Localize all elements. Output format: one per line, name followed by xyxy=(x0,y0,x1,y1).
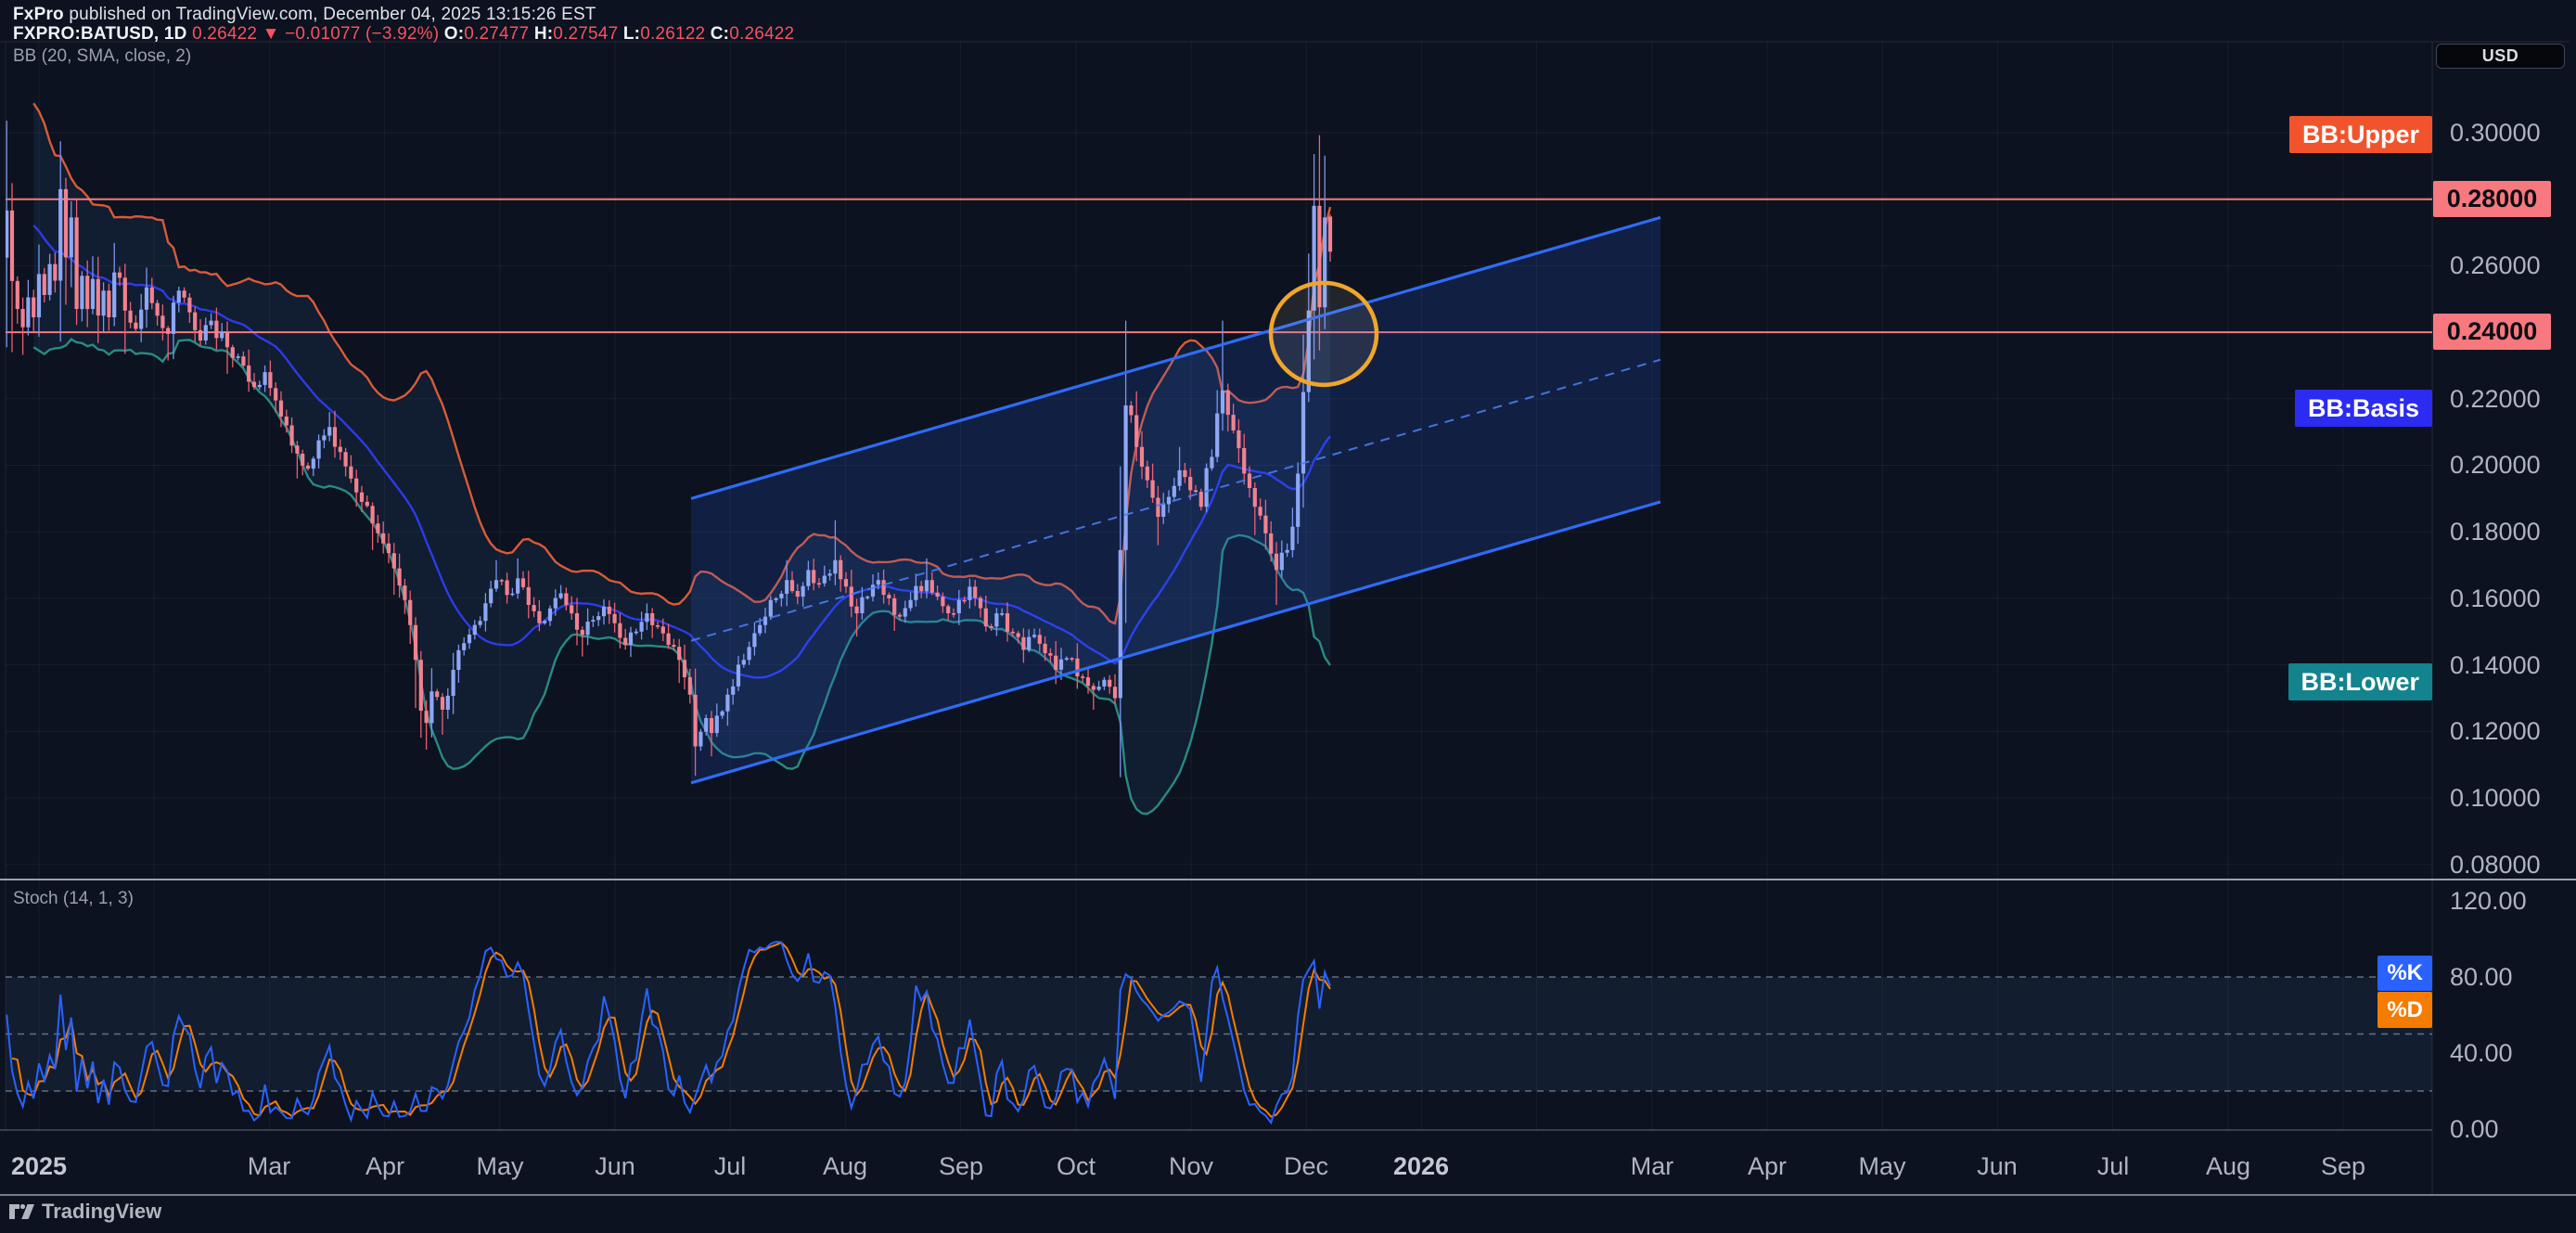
down-arrow-icon: ▼ xyxy=(262,24,280,44)
time-axis-label: May xyxy=(1858,1152,1906,1180)
price-tick-label: 0.26000 xyxy=(2450,251,2541,279)
price-tick-label: 0.30000 xyxy=(2450,119,2541,147)
price-tick-label: 0.16000 xyxy=(2450,584,2541,612)
stoch-tick-label: 0.00 xyxy=(2450,1115,2499,1143)
tradingview-logo-icon xyxy=(9,1203,34,1219)
publish-info-line: FxPro published on TradingView.com, Dece… xyxy=(13,5,596,24)
open-label: O: xyxy=(443,24,465,44)
price-tick-label: 0.14000 xyxy=(2450,651,2541,679)
stoch-indicator-label[interactable]: Stoch (14, 1, 3) xyxy=(13,889,134,908)
price-pane[interactable] xyxy=(5,102,2432,816)
time-axis-label: Jun xyxy=(595,1152,635,1180)
time-axis-label: Mar xyxy=(1630,1152,1674,1180)
grid-layer xyxy=(6,42,2432,1130)
time-axis-label: Dec xyxy=(1283,1152,1329,1180)
stoch-d-badge: %D xyxy=(2377,992,2432,1028)
low-label: L: xyxy=(622,24,641,44)
open-value: 0.27477 xyxy=(464,24,530,44)
stoch-tick-label: 120.00 xyxy=(2450,887,2527,915)
stoch-k-badge: %K xyxy=(2377,956,2432,991)
stoch-k-line xyxy=(6,941,1331,1125)
price-tick-label: 0.08000 xyxy=(2450,851,2541,879)
time-axis-label: Sep xyxy=(2320,1152,2366,1180)
stoch-d-line xyxy=(11,941,1331,1118)
time-axis-label: Apr xyxy=(365,1152,405,1180)
time-axis-label: Aug xyxy=(2205,1152,2251,1180)
bb-upper-badge: BB:Upper xyxy=(2289,116,2432,153)
brand-name: FxPro xyxy=(13,5,64,24)
time-axis-label: May xyxy=(476,1152,524,1180)
low-value: 0.26122 xyxy=(640,24,706,44)
time-axis-label: Aug xyxy=(822,1152,868,1180)
close-value: 0.26422 xyxy=(729,24,795,44)
currency-usd-button[interactable]: USD xyxy=(2436,44,2565,69)
price-tick-label: 0.22000 xyxy=(2450,385,2541,413)
price-tick-label: 0.10000 xyxy=(2450,784,2541,812)
time-axis-label: Sep xyxy=(938,1152,984,1180)
stoch-tick-label: 80.00 xyxy=(2450,963,2513,991)
tradingview-logo[interactable]: TradingView xyxy=(9,1200,161,1224)
highlight-circle[interactable] xyxy=(1268,280,1379,388)
time-axis-label: Mar xyxy=(247,1152,291,1180)
time-axis-label: Nov xyxy=(1168,1152,1214,1180)
time-axis-label: Jun xyxy=(1977,1152,2018,1180)
stoch-pane[interactable] xyxy=(6,941,2432,1125)
time-axis-label: 2025 xyxy=(10,1152,68,1180)
time-axis-label: Apr xyxy=(1747,1152,1788,1180)
price-tick-label: 0.20000 xyxy=(2450,451,2541,479)
price-line-badge-024[interactable]: 0.24000 xyxy=(2433,314,2551,350)
symbol-info-line: FXPRO:BATUSD, 1D 0.26422 ▼ −0.01077 (−3.… xyxy=(13,24,794,45)
price-tick-label: 0.18000 xyxy=(2450,518,2541,546)
stoch-tick-label: 40.00 xyxy=(2450,1039,2513,1067)
price-line-badge-028[interactable]: 0.28000 xyxy=(2433,181,2551,217)
last-price: 0.26422 xyxy=(192,24,258,44)
price-change: −0.01077 (−3.92%) xyxy=(285,24,440,44)
time-axis-label: Oct xyxy=(1056,1152,1096,1180)
time-axis-label: Jul xyxy=(713,1152,747,1180)
symbol-title: FXPRO:BATUSD, 1D xyxy=(13,24,187,44)
high-value: 0.27547 xyxy=(553,24,619,44)
high-label: H: xyxy=(533,24,554,44)
tradingview-logo-text: TradingView xyxy=(42,1200,162,1223)
bb-indicator-label[interactable]: BB (20, SMA, close, 2) xyxy=(13,46,192,66)
price-tick-label: 0.12000 xyxy=(2450,717,2541,745)
bb-basis-badge: BB:Basis xyxy=(2294,390,2432,427)
bb-lower-badge: BB:Lower xyxy=(2288,663,2432,700)
time-axis-label: 2026 xyxy=(1392,1152,1450,1180)
time-axis-label: Jul xyxy=(2096,1152,2130,1180)
close-label: C: xyxy=(710,24,730,44)
